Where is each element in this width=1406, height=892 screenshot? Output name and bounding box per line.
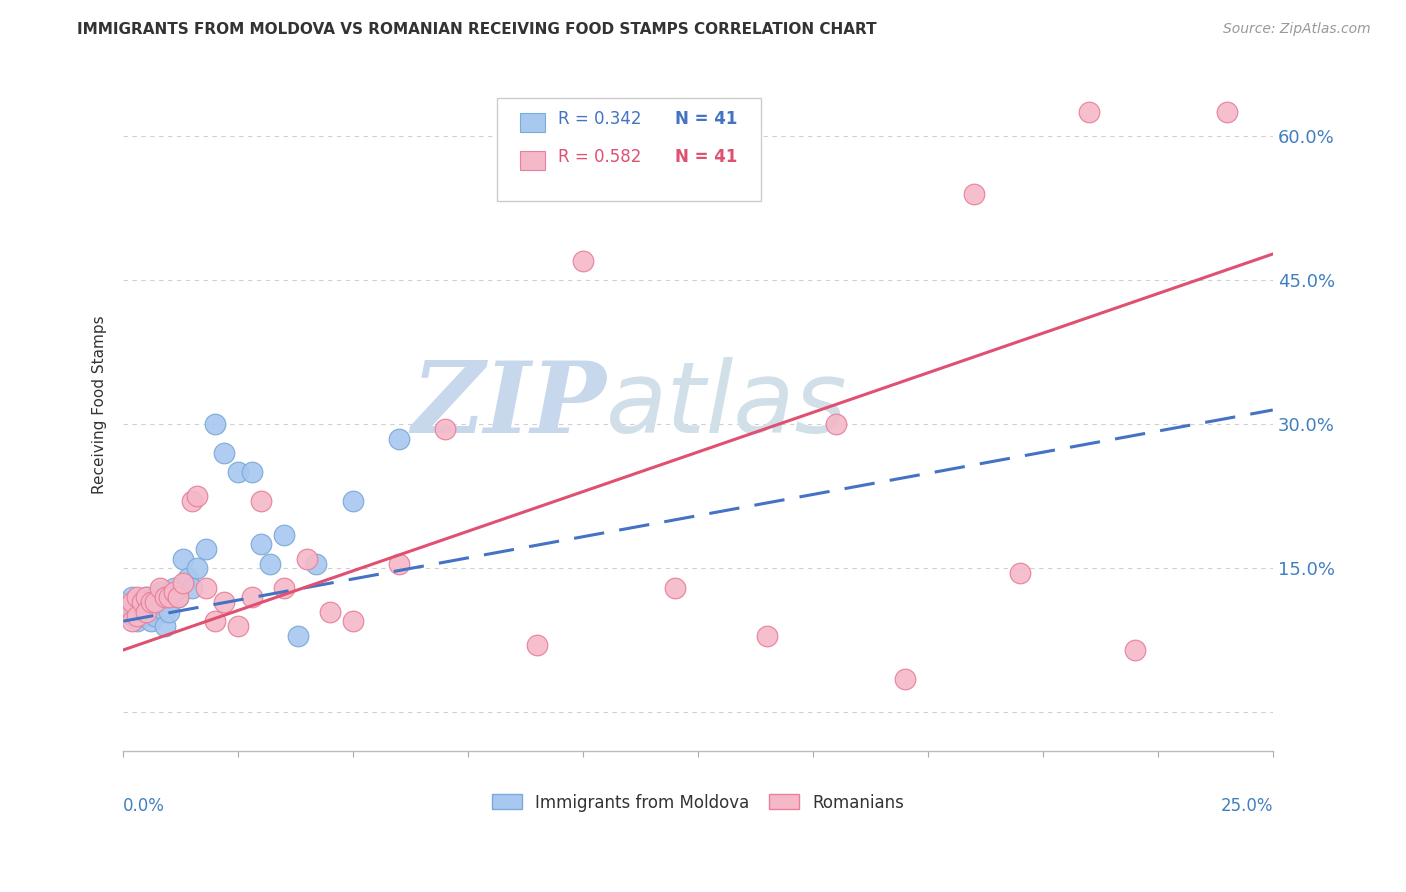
Y-axis label: Receiving Food Stamps: Receiving Food Stamps [93, 316, 107, 494]
Point [214, 446, 236, 460]
Point [259, 557, 281, 571]
Point [157, 590, 180, 604]
Point [186, 561, 208, 575]
Point [204, 614, 226, 628]
Point [250, 537, 273, 551]
Point [273, 528, 295, 542]
Point [153, 605, 176, 619]
Point [157, 595, 180, 609]
Point [342, 494, 364, 508]
Point [526, 638, 548, 652]
Point [117, 599, 139, 614]
Point [149, 581, 172, 595]
Point [319, 605, 342, 619]
Point [572, 254, 595, 268]
Point [825, 417, 848, 432]
Point [127, 590, 149, 604]
Point [1008, 566, 1031, 581]
Text: ZIP: ZIP [411, 357, 606, 453]
Point [388, 432, 411, 446]
FancyBboxPatch shape [520, 112, 546, 132]
Text: Source: ZipAtlas.com: Source: ZipAtlas.com [1223, 22, 1371, 37]
Point [186, 489, 208, 503]
Point [121, 590, 143, 604]
Text: N = 41: N = 41 [675, 148, 737, 166]
Point [117, 595, 139, 609]
Point [226, 619, 249, 633]
Text: 0.0%: 0.0% [124, 797, 165, 815]
Text: N = 41: N = 41 [675, 110, 737, 128]
Point [149, 599, 172, 614]
Point [135, 605, 157, 619]
Point [963, 186, 986, 201]
Point [131, 595, 153, 609]
Text: IMMIGRANTS FROM MOLDOVA VS ROMANIAN RECEIVING FOOD STAMPS CORRELATION CHART: IMMIGRANTS FROM MOLDOVA VS ROMANIAN RECE… [77, 22, 877, 37]
Point [127, 609, 149, 624]
Point [1216, 105, 1239, 120]
Point [149, 585, 172, 599]
Point [214, 595, 236, 609]
Point [145, 595, 167, 609]
Text: 25.0%: 25.0% [1220, 797, 1272, 815]
Point [167, 590, 190, 604]
Point [287, 629, 309, 643]
Point [139, 595, 162, 609]
FancyBboxPatch shape [496, 97, 761, 202]
Point [135, 590, 157, 604]
Point [240, 466, 263, 480]
Point [181, 494, 204, 508]
Point [121, 609, 143, 624]
Point [157, 605, 180, 619]
Point [664, 581, 686, 595]
Text: atlas: atlas [606, 357, 848, 454]
Point [131, 599, 153, 614]
Point [1077, 105, 1099, 120]
Point [273, 581, 295, 595]
Point [135, 590, 157, 604]
Point [135, 609, 157, 624]
Point [176, 571, 198, 585]
Point [342, 614, 364, 628]
Legend: Immigrants from Moldova, Romanians: Immigrants from Moldova, Romanians [492, 794, 904, 812]
Point [226, 466, 249, 480]
Point [117, 605, 139, 619]
Point [127, 614, 149, 628]
Point [250, 494, 273, 508]
Text: R = 0.582: R = 0.582 [558, 148, 641, 166]
Point [163, 581, 186, 595]
Point [139, 614, 162, 628]
Point [167, 590, 190, 604]
Point [434, 422, 457, 436]
Point [121, 595, 143, 609]
Point [127, 595, 149, 609]
Point [139, 605, 162, 619]
Point [139, 595, 162, 609]
Point [121, 614, 143, 628]
Point [305, 557, 328, 571]
Point [297, 551, 319, 566]
FancyBboxPatch shape [520, 151, 546, 170]
Point [195, 542, 218, 557]
Point [756, 629, 779, 643]
Point [135, 599, 157, 614]
Point [1123, 643, 1146, 657]
Point [240, 590, 263, 604]
Point [172, 551, 194, 566]
Point [163, 585, 186, 599]
Point [181, 581, 204, 595]
Point [894, 672, 917, 686]
Point [195, 581, 218, 595]
Point [204, 417, 226, 432]
Point [127, 605, 149, 619]
Point [153, 619, 176, 633]
Text: R = 0.342: R = 0.342 [558, 110, 641, 128]
Point [145, 609, 167, 624]
Point [153, 590, 176, 604]
Point [388, 557, 411, 571]
Point [172, 575, 194, 590]
Point [145, 590, 167, 604]
Point [131, 609, 153, 624]
